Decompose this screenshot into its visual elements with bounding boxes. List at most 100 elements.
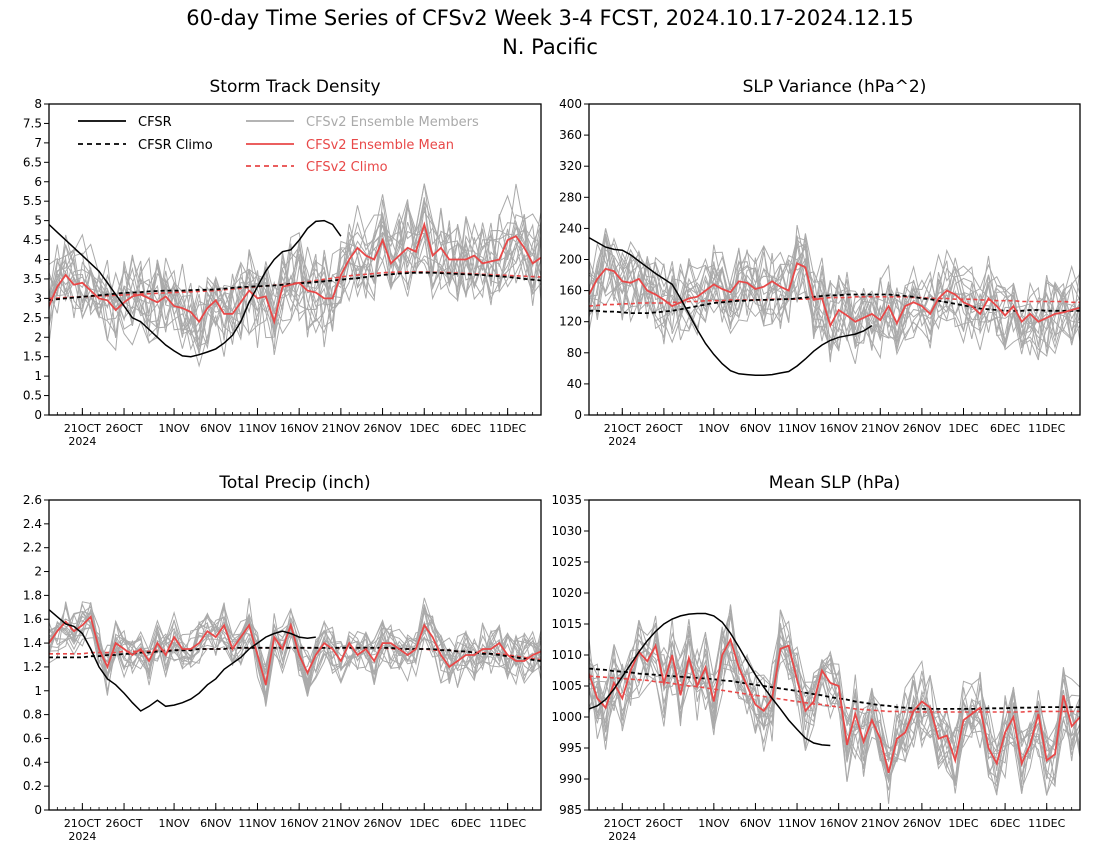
ensemble-member-line bbox=[589, 623, 1080, 766]
y-tick-label: 200 bbox=[559, 253, 582, 267]
y-tick-label: 1020 bbox=[551, 586, 582, 600]
x-tick-label: 11NOV bbox=[238, 817, 277, 830]
legend-members-label: CFSv2 Ensemble Members bbox=[306, 115, 479, 130]
cfsr-climo-line bbox=[589, 293, 1080, 314]
x-tick-label: 21OCT bbox=[64, 817, 101, 830]
y-tick-label: 0 bbox=[34, 408, 42, 422]
x-tick-label: 1DEC bbox=[948, 817, 978, 830]
y-tick-label: 990 bbox=[559, 772, 582, 786]
x-tick-label: 6NOV bbox=[740, 817, 772, 830]
x-tick-label: 1NOV bbox=[698, 817, 730, 830]
x-tick-label: 11NOV bbox=[238, 422, 277, 435]
x-tick-label: 6DEC bbox=[451, 422, 481, 435]
y-tick-label: 1010 bbox=[551, 648, 582, 662]
ensemble-mean-line bbox=[589, 637, 1080, 774]
cfsv2-climo-line bbox=[589, 296, 1080, 307]
ensemble-member-line bbox=[49, 194, 541, 368]
x-tick-label: 16NOV bbox=[820, 422, 859, 435]
x-tick-label: 21NOV bbox=[861, 422, 900, 435]
x-year-label: 2024 bbox=[608, 435, 636, 448]
x-tick-label: 11DEC bbox=[489, 817, 526, 830]
y-tick-label: 1.2 bbox=[23, 660, 42, 674]
y-tick-label: 2 bbox=[34, 330, 42, 344]
x-tick-label: 21NOV bbox=[861, 817, 900, 830]
y-tick-label: 240 bbox=[559, 221, 582, 235]
y-tick-label: 1.5 bbox=[23, 350, 42, 364]
ensemble-member-line bbox=[49, 608, 541, 695]
y-tick-label: 3.5 bbox=[23, 272, 42, 286]
cfsr-line bbox=[589, 237, 873, 377]
panel-title: Storm Track Density bbox=[209, 77, 380, 97]
plot-area bbox=[589, 604, 1080, 804]
ensemble-member-line bbox=[589, 640, 1080, 791]
ensemble-member-line bbox=[49, 183, 541, 355]
y-tick-label: 0 bbox=[574, 408, 582, 422]
x-tick-label: 11DEC bbox=[1028, 817, 1065, 830]
legend-cfsv2-climo-label: CFSv2 Climo bbox=[306, 160, 388, 175]
y-tick-label: 2.5 bbox=[23, 311, 42, 325]
ensemble-member-line bbox=[589, 233, 1080, 361]
x-tick-label: 21NOV bbox=[322, 817, 361, 830]
plot-area bbox=[589, 224, 1080, 377]
x-tick-label: 26NOV bbox=[363, 817, 402, 830]
y-tick-label: 4.5 bbox=[23, 233, 42, 247]
x-tick-label: 21OCT bbox=[604, 422, 641, 435]
x-tick-label: 1NOV bbox=[698, 422, 730, 435]
panel-1: Storm Track Density 0 0.5 1 1.5 2 2.5 3 3.5 4 4.5 5… bbox=[23, 77, 542, 448]
panel-2: SLP Variance (hPa^2) 0 40 80 120 160 200 240 280… bbox=[559, 77, 1081, 448]
x-tick-label: 21OCT bbox=[604, 817, 641, 830]
panel-3: Total Precip (inch) 0 0.2 0.4 0.6 0.8 1 1.2 1.4 1… bbox=[23, 473, 542, 843]
cfsr-line bbox=[589, 612, 831, 747]
ensemble-mean-line bbox=[589, 262, 1080, 328]
legend-cfsr-label: CFSR bbox=[138, 115, 172, 130]
legend: CFSR CFSR Climo CFSv2 Ensemble Members CFSv… bbox=[78, 115, 479, 175]
cfsv2-climo-line bbox=[589, 675, 1080, 713]
x-tick-label: 21NOV bbox=[322, 422, 361, 435]
y-tick-label: 0.2 bbox=[23, 779, 42, 793]
y-tick-label: 320 bbox=[559, 159, 582, 173]
y-tick-label: 40 bbox=[567, 377, 582, 391]
y-tick-label: 7 bbox=[34, 136, 42, 150]
figure-title: 60-day Time Series of CFSv2 Week 3-4 FCS… bbox=[0, 4, 1100, 62]
x-year-label: 2024 bbox=[608, 830, 636, 843]
ensemble-member-line bbox=[589, 604, 1080, 782]
ensemble-mean-line bbox=[49, 221, 541, 325]
x-tick-label: 1NOV bbox=[158, 817, 190, 830]
x-tick-label: 16NOV bbox=[280, 817, 319, 830]
y-tick-label: 1030 bbox=[551, 524, 582, 538]
ensemble-member-line bbox=[589, 238, 1080, 348]
y-tick-label: 1.8 bbox=[23, 588, 42, 602]
x-tick-label: 26OCT bbox=[645, 422, 682, 435]
cfsr-line bbox=[49, 219, 342, 358]
cfsr-climo-line bbox=[589, 667, 1080, 710]
plot-area bbox=[49, 597, 541, 712]
ensemble-member-line bbox=[589, 631, 1080, 795]
ensemble-member-line bbox=[589, 246, 1080, 356]
ensemble-member-line bbox=[49, 199, 541, 335]
y-tick-label: 2.2 bbox=[23, 541, 42, 555]
ensemble-member-line bbox=[49, 603, 541, 702]
x-tick-label: 11DEC bbox=[1028, 422, 1065, 435]
ensemble-member-line bbox=[589, 609, 1080, 786]
panel-4: Mean SLP (hPa) 985 990 995 1000 1005 1010 1015 1… bbox=[551, 473, 1081, 843]
plot-frame bbox=[588, 103, 1081, 416]
y-tick-label: 5.5 bbox=[23, 194, 42, 208]
x-tick-label: 6NOV bbox=[740, 422, 772, 435]
x-tick-label: 11DEC bbox=[489, 422, 526, 435]
y-tick-label: 0.4 bbox=[23, 755, 42, 769]
ensemble-member-line bbox=[49, 206, 541, 348]
x-tick-label: 6DEC bbox=[990, 422, 1020, 435]
x-tick-label: 16NOV bbox=[820, 817, 859, 830]
y-tick-label: 0 bbox=[34, 803, 42, 817]
y-tick-label: 6.5 bbox=[23, 155, 42, 169]
y-tick-label: 0.5 bbox=[23, 389, 42, 403]
x-tick-label: 16NOV bbox=[280, 422, 319, 435]
panel-title: Mean SLP (hPa) bbox=[769, 473, 901, 493]
x-tick-label: 26OCT bbox=[106, 817, 143, 830]
cfsr-line bbox=[49, 609, 316, 712]
y-tick-label: 995 bbox=[559, 741, 582, 755]
y-tick-label: 1035 bbox=[551, 493, 582, 507]
y-tick-label: 6 bbox=[34, 175, 42, 189]
x-tick-label: 1DEC bbox=[409, 817, 439, 830]
